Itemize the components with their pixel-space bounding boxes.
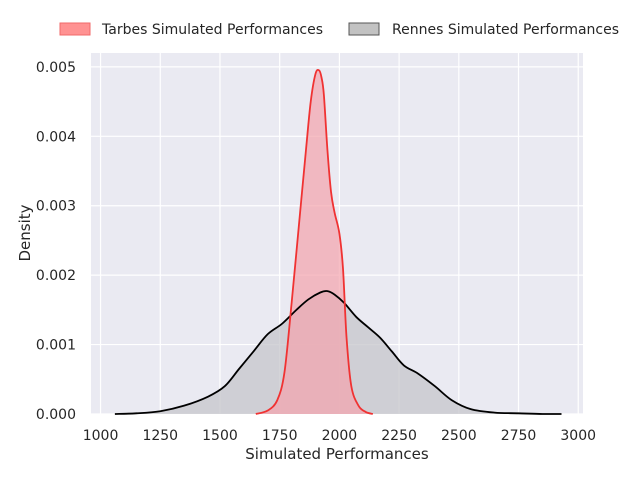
- legend-label-tarbes: Tarbes Simulated Performances: [101, 22, 323, 38]
- x-tick-label: 3000: [560, 428, 596, 444]
- x-tick-label: 1000: [83, 428, 119, 444]
- x-tick-labels: 1000 1250 1500 1750 2000 2250 2500 2750 3000: [83, 428, 596, 444]
- x-tick-label: 1250: [142, 428, 178, 444]
- density-line-tarbes: [255, 68, 374, 415]
- density-areas: [114, 69, 562, 414]
- x-axis-label: Simulated Performances: [245, 445, 429, 463]
- y-tick-label: 0.003: [36, 199, 76, 215]
- legend-swatch-rennes: [348, 22, 380, 36]
- density-area-tarbes: [255, 69, 373, 414]
- legend-label-rennes: Rennes Simulated Performances: [392, 22, 619, 38]
- y-tick-label: 0.005: [36, 60, 76, 76]
- y-tick-label: 0.000: [36, 407, 76, 423]
- y-tick-label: 0.001: [36, 338, 76, 354]
- y-tick-labels: 0.000 0.001 0.002 0.003 0.004 0.005: [36, 60, 76, 423]
- y-tick-label: 0.002: [36, 268, 76, 284]
- density-lines: [114, 68, 562, 415]
- x-tick-label: 2500: [441, 428, 477, 444]
- x-tick-label: 2750: [501, 428, 537, 444]
- x-tick-label: 2250: [381, 428, 417, 444]
- x-tick-label: 1750: [262, 428, 298, 444]
- legend: Tarbes Simulated Performances Rennes Sim…: [59, 22, 619, 38]
- density-line-rennes: [114, 290, 562, 415]
- legend-swatch-tarbes: [59, 22, 91, 36]
- y-axis-label: Density: [16, 204, 34, 261]
- x-tick-label: 2000: [322, 428, 358, 444]
- x-tick-label: 1500: [202, 428, 238, 444]
- y-tick-label: 0.004: [36, 129, 76, 145]
